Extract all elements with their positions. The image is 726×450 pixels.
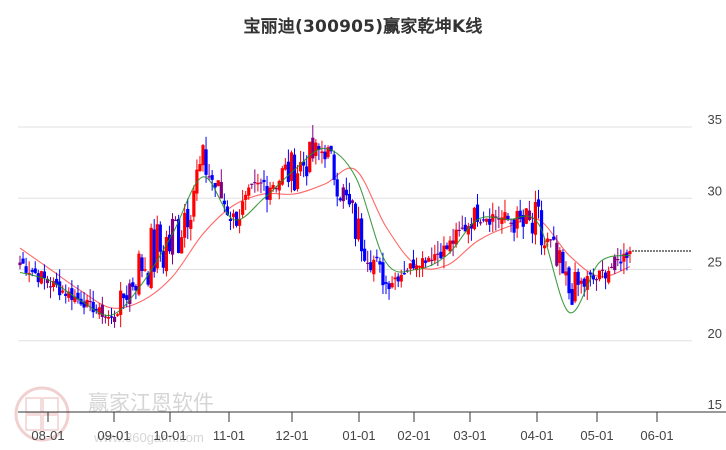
x-axis: 08-01 09-01 10-01 11-01 12-01 01-01 02-01 03-01… [18,411,726,443]
grid-lines [18,126,692,342]
x-tick-label: 12-01 [275,428,308,443]
y-tick-label: 30 [708,183,722,198]
y-axis: 15 20 25 30 35 [708,112,722,412]
y-tick-label: 20 [708,326,722,341]
x-tick-label: 08-01 [31,428,64,443]
watermark-brand: 赢家江恩软件 [88,391,214,415]
y-tick-label: 35 [708,112,722,127]
chart-title: 宝丽迪(300905)赢家乾坤K线 [243,17,483,37]
x-tick-label: 05-01 [580,428,613,443]
x-tick-label: 11-01 [213,428,245,443]
ma-long-line [19,167,631,309]
x-tick-label: 01-01 [342,428,375,443]
watermark: 赢家江恩软件 www.360gann.com [14,386,214,445]
x-tick-label: 09-01 [97,428,130,443]
watermark-logo-icon [14,386,70,442]
x-tick-label: 06-01 [640,428,673,443]
y-tick-label: 25 [708,255,722,270]
x-tick-label: 04-01 [520,428,553,443]
x-tick-label: 10-01 [153,428,186,443]
x-tick-label: 02-01 [397,428,430,443]
candlesticks [18,125,632,328]
x-tick-label: 03-01 [453,428,486,443]
y-tick-label: 15 [708,397,722,412]
ma-short-line [19,147,631,317]
watermark-url: www.360gann.com [93,430,204,445]
